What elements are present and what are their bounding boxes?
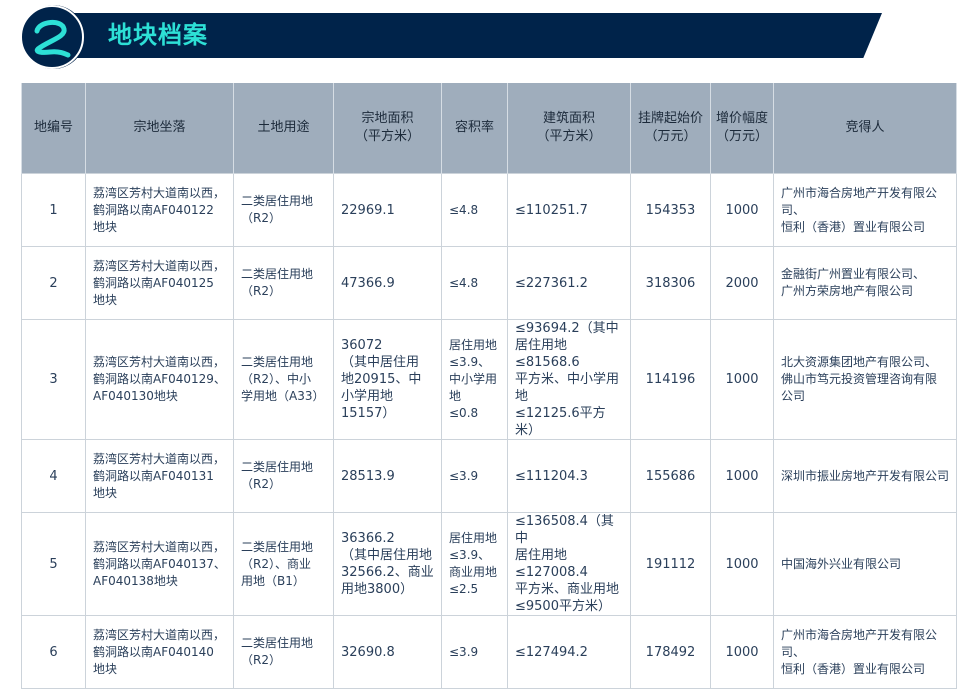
table-cell: ≤93694.2（其中 居住用地≤81568.6 平方米、中小学用地 ≤1212… [507,319,631,440]
table-cell: 二类居住用地 （R2） [233,615,334,689]
table-cell: 36366.2 （其中居住用地 32566.2、商业 用地3800） [333,512,442,616]
table-cell: 191112 [630,512,711,616]
column-header: 容积率 [441,83,508,174]
table-row: 5 荔湾区芳村大道南以西， 鹤洞路以南AF040137、 AF040138地块 二类… [21,512,957,616]
table-cell: ≤110251.7 [507,173,631,247]
table-cell: 178492 [630,615,711,689]
table-cell: 32690.8 [333,615,442,689]
table-cell: 荔湾区芳村大道南以西， 鹤洞路以南AF040140 地块 [85,615,234,689]
table-cell: ≤3.9 [441,615,508,689]
table-cell: 二类居住用地 （R2） [233,439,334,513]
table-cell: 二类居住用地 （R2） [233,173,334,247]
table-cell: 中国海外兴业有限公司 [773,512,957,616]
table-cell: 居住用地 ≤3.9、 商业用地 ≤2.5 [441,512,508,616]
table-cell: ≤4.8 [441,246,508,320]
table-cell: 318306 [630,246,711,320]
table-cell: 4 [21,439,86,513]
table-cell: 广州市海合房地产开发有限公司、 恒利（香港）置业有限公司 [773,615,957,689]
table-cell: 深圳市振业房地产开发有限公司 [773,439,957,513]
table-cell: 二类居住用地 （R2）、中小 学用地（A33） [233,319,334,440]
table-cell: ≤136508.4（其中 居住用地≤127008.4 平方米、商业用地 ≤950… [507,512,631,616]
table-cell: 36072 （其中居住用 地20915、中 小学用地15157） [333,319,442,440]
table-cell: 居住用地 ≤3.9、 中小学用地 ≤0.8 [441,319,508,440]
page-title: 地块档案 [108,21,208,49]
table-cell: 2000 [710,246,774,320]
table-cell: 114196 [630,319,711,440]
table-cell: 二类居住用地 （R2）、商业 用地（B1） [233,512,334,616]
table-cell: 154353 [630,173,711,247]
column-header: 宗地坐落 [85,83,234,174]
table-row: 2 荔湾区芳村大道南以西， 鹤洞路以南AF040125 地块 二类居住用地 （R2）… [21,246,957,320]
table-row: 1 荔湾区芳村大道南以西， 鹤洞路以南AF040122 地块 二类居住用地 （R2）… [21,173,957,247]
table-cell: 5 [21,512,86,616]
column-header: 宗地面积 （平方米） [333,83,442,174]
number-two-icon [34,20,71,58]
table-cell: 1000 [710,173,774,247]
table-cell: 荔湾区芳村大道南以西， 鹤洞路以南AF040131 地块 [85,439,234,513]
table-cell: ≤111204.3 [507,439,631,513]
column-header: 地编号 [21,83,86,174]
table-cell: 荔湾区芳村大道南以西， 鹤洞路以南AF040125 地块 [85,246,234,320]
section-number-badge [20,5,84,69]
section-banner [70,13,882,58]
column-header: 增价幅度 （万元） [710,83,774,174]
table-header-row: 地编号 宗地坐落 土地用途 宗地面积 （平方米） 容积率 建筑面积 （平方米） 挂牌起始价 … [21,83,957,174]
table-cell: 155686 [630,439,711,513]
table-cell: 22969.1 [333,173,442,247]
table-cell: ≤4.8 [441,173,508,247]
table-cell: ≤227361.2 [507,246,631,320]
table-cell: 2 [21,246,86,320]
table-cell: 荔湾区芳村大道南以西， 鹤洞路以南AF040122 地块 [85,173,234,247]
table-cell: ≤3.9 [441,439,508,513]
table-cell: 28513.9 [333,439,442,513]
table-cell: 3 [21,319,86,440]
column-header: 建筑面积 （平方米） [507,83,631,174]
column-header: 挂牌起始价 （万元） [630,83,711,174]
table-cell: ≤127494.2 [507,615,631,689]
table-cell: 金融街广州置业有限公司、 广州方荣房地产有限公司 [773,246,957,320]
table-cell: 1000 [710,319,774,440]
table-cell: 北大资源集团地产有限公司、 佛山市笃元投资管理咨询有限 公司 [773,319,957,440]
table-cell: 1000 [710,439,774,513]
column-header: 土地用途 [233,83,334,174]
table-cell: 1 [21,173,86,247]
land-parcel-table: 地编号 宗地坐落 土地用途 宗地面积 （平方米） 容积率 建筑面积 （平方米） 挂牌起始价 … [21,83,957,689]
table-cell: 荔湾区芳村大道南以西， 鹤洞路以南AF040129、 AF040130地块 [85,319,234,440]
table-cell: 47366.9 [333,246,442,320]
table-row: 6 荔湾区芳村大道南以西， 鹤洞路以南AF040140 地块 二类居住用地 （R2）… [21,615,957,689]
table-cell: 广州市海合房地产开发有限公司、 恒利（香港）置业有限公司 [773,173,957,247]
table-cell: 6 [21,615,86,689]
table-cell: 1000 [710,615,774,689]
table-cell: 荔湾区芳村大道南以西， 鹤洞路以南AF040137、 AF040138地块 [85,512,234,616]
table-cell: 1000 [710,512,774,616]
table-row: 4 荔湾区芳村大道南以西， 鹤洞路以南AF040131 地块 二类居住用地 （R2）… [21,439,957,513]
column-header: 竞得人 [773,83,957,174]
table-cell: 二类居住用地 （R2） [233,246,334,320]
table-row: 3 荔湾区芳村大道南以西， 鹤洞路以南AF040129、 AF040130地块 二类… [21,319,957,440]
